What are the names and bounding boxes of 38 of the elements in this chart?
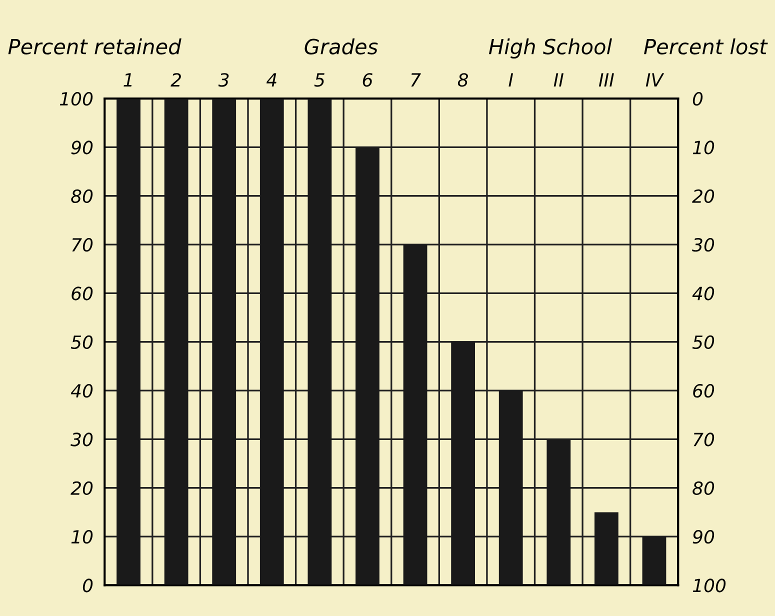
y-tick-label: 60 [72, 286, 93, 300]
y2-tick-label: 90 [692, 530, 714, 544]
y2-tick-label: 10 [692, 140, 714, 154]
y-tick-label: 50 [70, 335, 93, 349]
x-tick-label: 3 [218, 73, 229, 87]
y-tick-label: 40 [70, 384, 93, 398]
y2-tick-label: 0 [692, 92, 703, 106]
y2-tick-label: 50 [692, 335, 714, 349]
y-tick-label: 0 [82, 578, 93, 592]
y2-tick-label: 80 [692, 481, 714, 495]
y2-axis-title: Percent lost [644, 38, 768, 54]
y-tick-label: 20 [70, 481, 93, 495]
y2-tick-label: 70 [694, 432, 714, 446]
x-tick-label: 5 [314, 73, 324, 87]
x-tick-label: I [508, 73, 514, 86]
y2-tick-label: 100 [692, 578, 726, 592]
y2-tick-label: 60 [693, 384, 714, 398]
x-tick-label: 2 [170, 73, 181, 86]
text: High School [488, 38, 612, 59]
y-tick-label: 90 [71, 140, 93, 154]
text: Grades [304, 38, 378, 54]
x-tick-label: III [598, 73, 614, 86]
y-tick-label: 30 [70, 432, 93, 446]
y2-tick-label: 20 [692, 189, 714, 204]
y-axis-title: Percent retained [8, 38, 182, 54]
x-tick-label: IV [646, 73, 664, 86]
y-tick-label: 70 [72, 238, 93, 252]
x-tick-label: 7 [411, 73, 421, 86]
x-tick-label: II [554, 73, 564, 86]
x-tick-label: 8 [458, 73, 468, 87]
x-tick-label: 6 [362, 73, 372, 87]
y-tick-label: 80 [71, 189, 93, 204]
y-tick-label: 10 [71, 530, 93, 544]
y2-tick-label: 40 [692, 286, 714, 300]
x-tick-label: 1 [124, 73, 132, 86]
x-tick-label: 4 [266, 73, 276, 86]
y-tick-label: 100 [60, 92, 93, 106]
y2-tick-label: 30 [692, 238, 714, 252]
